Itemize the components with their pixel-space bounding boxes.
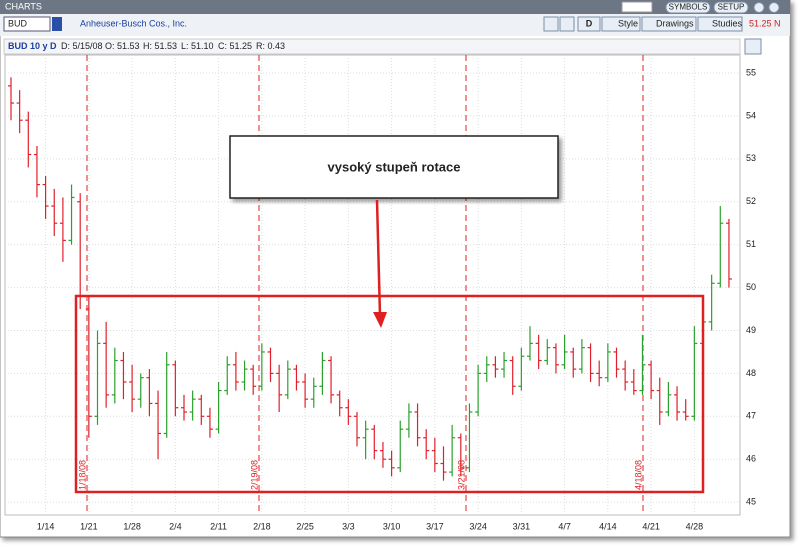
y-tick-label: 52: [746, 196, 756, 206]
setup-button[interactable]: [713, 1, 749, 14]
y-tick-label: 55: [746, 67, 756, 77]
period-button[interactable]: [577, 16, 601, 32]
info-low: L: 51.10: [181, 41, 214, 51]
event-label: 4/18/08: [633, 460, 643, 490]
event-label: 1/18/08: [77, 460, 87, 490]
annotation-text: vysoký stupeň rotace: [328, 159, 461, 174]
y-tick-label: 46: [746, 454, 756, 464]
x-tick-label: 3/10: [383, 521, 401, 531]
studies-label: Studies: [712, 18, 743, 28]
title-bar: [0, 0, 790, 14]
info-high: H: 51.53: [143, 41, 177, 51]
info-name: BUD 10 y D: [8, 41, 57, 51]
tool-button[interactable]: [559, 16, 575, 32]
chart-menu-button[interactable]: [744, 38, 762, 55]
info-bar: [3, 38, 741, 55]
info-close: C: 51.25: [218, 41, 252, 51]
x-tick-label: 4/14: [599, 521, 617, 531]
symbols-label: SYMBOLS: [669, 3, 708, 12]
x-tick-label: 3/17: [426, 521, 444, 531]
window-title: CHARTS: [5, 1, 42, 11]
y-tick-label: 51: [746, 239, 756, 249]
x-tick-label: 3/24: [469, 521, 487, 531]
info-range: R: 0.43: [256, 41, 285, 51]
y-tick-label: 53: [746, 153, 756, 163]
dropdown[interactable]: [621, 1, 653, 13]
style-label: Style: [618, 18, 638, 28]
period-label: D: [586, 18, 593, 28]
x-tick-label: 4/7: [558, 521, 571, 531]
minimize-button[interactable]: [753, 2, 765, 13]
annotation-arrow: [375, 199, 382, 317]
x-tick-label: 2/25: [296, 521, 314, 531]
company-name: Anheuser-Busch Cos., Inc.: [80, 18, 187, 28]
y-tick-label: 47: [746, 411, 756, 421]
y-tick-label: 50: [746, 282, 756, 292]
symbol-dropdown[interactable]: [52, 17, 62, 31]
symbol-input[interactable]: [3, 16, 51, 32]
x-tick-label: 2/4: [169, 521, 182, 531]
x-tick-label: 3/31: [513, 521, 531, 531]
close-button[interactable]: [768, 2, 780, 13]
plot-area: [4, 54, 741, 516]
event-label: 2/19/08: [249, 460, 259, 490]
y-tick-label: 45: [746, 497, 756, 507]
annotation-box: [229, 135, 559, 199]
highlight-box: [74, 294, 705, 494]
info-date: D: 5/15/08: [61, 41, 103, 51]
setup-label: SETUP: [718, 3, 745, 12]
drawings-button[interactable]: [641, 16, 697, 32]
x-tick-label: 4/28: [686, 521, 704, 531]
x-tick-label: 2/11: [210, 521, 227, 531]
tool-button[interactable]: [543, 16, 559, 32]
last-price: 51.25 N: [749, 18, 781, 28]
drawings-label: Drawings: [656, 18, 694, 28]
y-tick-label: 49: [746, 325, 756, 335]
x-tick-label: 1/14: [37, 521, 55, 531]
studies-button[interactable]: [697, 16, 743, 32]
style-button[interactable]: [601, 16, 641, 32]
y-tick-label: 48: [746, 368, 756, 378]
x-tick-label: 2/18: [253, 521, 271, 531]
info-open: O: 51.53: [105, 41, 140, 51]
x-tick-label: 1/21: [80, 521, 98, 531]
x-tick-label: 4/21: [642, 521, 660, 531]
x-tick-label: 1/28: [123, 521, 141, 531]
arrow-head: [373, 312, 387, 328]
symbols-button[interactable]: [665, 1, 711, 14]
x-tick-label: 3/3: [342, 521, 355, 531]
symbol: BUD: [8, 18, 28, 28]
y-tick-label: 54: [746, 110, 756, 120]
